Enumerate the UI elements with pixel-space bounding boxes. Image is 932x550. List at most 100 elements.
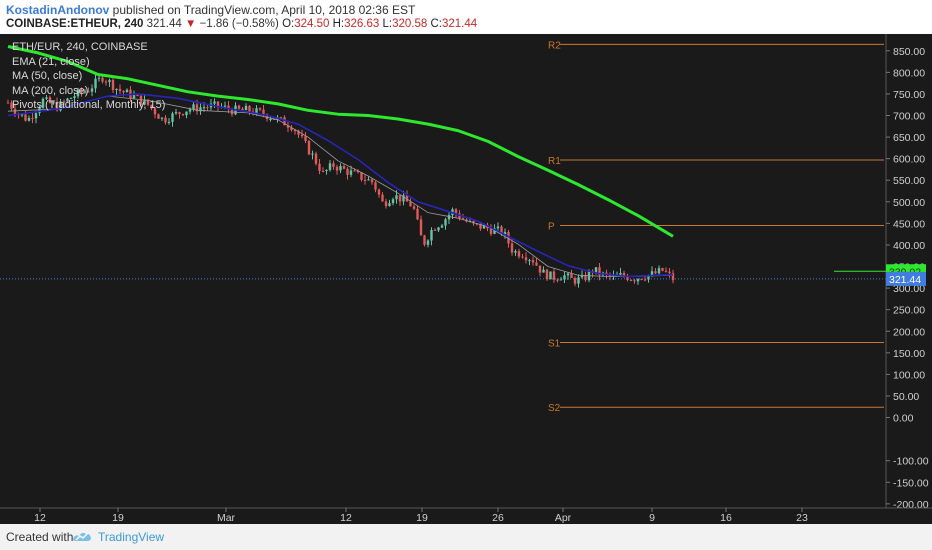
legend-ma200[interactable]: MA (200, close) <box>12 84 89 97</box>
candle-body <box>598 267 601 276</box>
down-arrow-icon: ▼ <box>184 18 197 30</box>
pivot-label-s2: S2 <box>548 403 561 414</box>
candle-body <box>559 279 563 281</box>
last-price: 321.44 <box>146 18 182 30</box>
candle-body <box>388 203 391 207</box>
candle-body <box>584 275 587 281</box>
candle-body <box>503 232 507 235</box>
candle-body <box>94 78 97 89</box>
candle-body <box>307 140 311 155</box>
price-tick-label: 650.00 <box>893 132 925 144</box>
time-tick-label: Mar <box>217 512 236 524</box>
candle-body <box>108 80 111 82</box>
legend-ema21[interactable]: EMA (21, close) <box>12 55 90 68</box>
price-tick-label: 550.00 <box>893 175 925 187</box>
candle-body <box>433 229 437 231</box>
moving-averages <box>7 45 674 278</box>
candle-body <box>391 199 395 204</box>
candle-body <box>398 195 402 202</box>
candle-body <box>237 105 241 109</box>
price-tick-label: 250.00 <box>893 305 925 317</box>
time-tick-label: Apr <box>555 512 572 524</box>
time-axis: 12 19 Mar 12 19 26 Apr 9 16 23 <box>0 507 932 524</box>
candle-body <box>244 105 248 111</box>
candle-body <box>549 271 552 280</box>
candle-body <box>405 195 409 202</box>
candle-body <box>377 189 381 195</box>
candle-body <box>62 101 66 103</box>
candle-body <box>41 98 45 108</box>
price-labels: 339.02321.44 <box>834 264 926 286</box>
low-value: 320.58 <box>392 18 428 30</box>
candle-body <box>83 91 87 93</box>
candle-body <box>640 278 643 280</box>
candle-body <box>300 134 304 137</box>
legend-symbol: ETH/EUR, 240, COINBASE <box>12 41 148 53</box>
candle-body <box>594 267 598 273</box>
ema21-line <box>7 95 674 277</box>
chart-area[interactable]: ETH/EUR, 240, COINBASE EMA (21, close) M… <box>0 34 932 524</box>
candle-body <box>171 113 174 122</box>
price-tick-label: 600.00 <box>893 154 925 166</box>
candle-body <box>524 257 528 261</box>
candle-body <box>647 274 650 280</box>
candle-body <box>255 108 258 114</box>
candle-body <box>146 99 150 105</box>
candle-body <box>24 114 27 121</box>
candle-body <box>265 114 269 120</box>
candle-body <box>314 153 318 164</box>
time-tick-label: 12 <box>340 512 352 524</box>
candle-body <box>153 108 157 115</box>
candle-body <box>521 256 524 258</box>
ma50-line <box>7 93 674 278</box>
created-with-text: Created with <box>6 530 74 544</box>
candle-body <box>101 77 104 82</box>
price-tick-label: 400.00 <box>893 240 925 252</box>
price-tick-label: 450.00 <box>893 218 925 230</box>
price-change: −1.86 (−0.58%) <box>199 18 279 30</box>
candle-body <box>577 277 580 284</box>
candle-body <box>657 268 661 274</box>
time-tick-label: 19 <box>112 512 124 524</box>
candle-body <box>626 275 629 281</box>
candle-body <box>48 97 52 103</box>
candle-body <box>605 272 608 274</box>
candle-body <box>279 117 283 119</box>
candle-body <box>227 105 230 110</box>
candle-body <box>538 265 542 273</box>
candle-body <box>493 228 496 234</box>
candle-body <box>188 109 192 112</box>
candle-body <box>381 194 384 202</box>
candle-body <box>178 112 181 115</box>
candle-body <box>321 170 325 172</box>
candle-body <box>507 232 510 244</box>
legend-ma50[interactable]: MA (50, close) <box>12 70 83 82</box>
candle-body <box>223 105 227 107</box>
time-tick-label: 9 <box>649 512 655 524</box>
pivot-label-r1: R1 <box>548 156 561 167</box>
candle-body <box>636 278 640 282</box>
candle-body <box>76 89 80 97</box>
candle-body <box>563 275 566 280</box>
time-tick-label: 26 <box>492 512 504 524</box>
legend-pivots[interactable]: Pivots (Traditional, Monthly, 15) <box>12 99 166 111</box>
candle-body <box>31 117 34 119</box>
candle-body <box>328 163 332 170</box>
price-tick-label: 0.00 <box>893 413 914 425</box>
pivot-label-p: P <box>548 222 555 233</box>
candle-body <box>654 271 657 274</box>
price-tick-label: 50.00 <box>893 391 919 403</box>
candle-body <box>297 130 300 135</box>
high-label: H: <box>332 18 345 30</box>
candle-body <box>304 136 307 141</box>
candle-body <box>248 105 251 112</box>
candle-body <box>374 182 377 190</box>
author-link[interactable]: KostadinAndonov <box>6 3 110 17</box>
candle-body <box>262 109 265 115</box>
candle-body <box>69 98 73 100</box>
candle-body <box>570 273 573 278</box>
price-chart[interactable]: R2 R1 P S1 S2 850.00 800.00 750.00 700.00 650.00… <box>0 34 932 524</box>
tradingview-brand-link[interactable]: TradingView <box>98 530 165 544</box>
candle-body <box>542 269 545 273</box>
candle-body <box>510 243 514 253</box>
